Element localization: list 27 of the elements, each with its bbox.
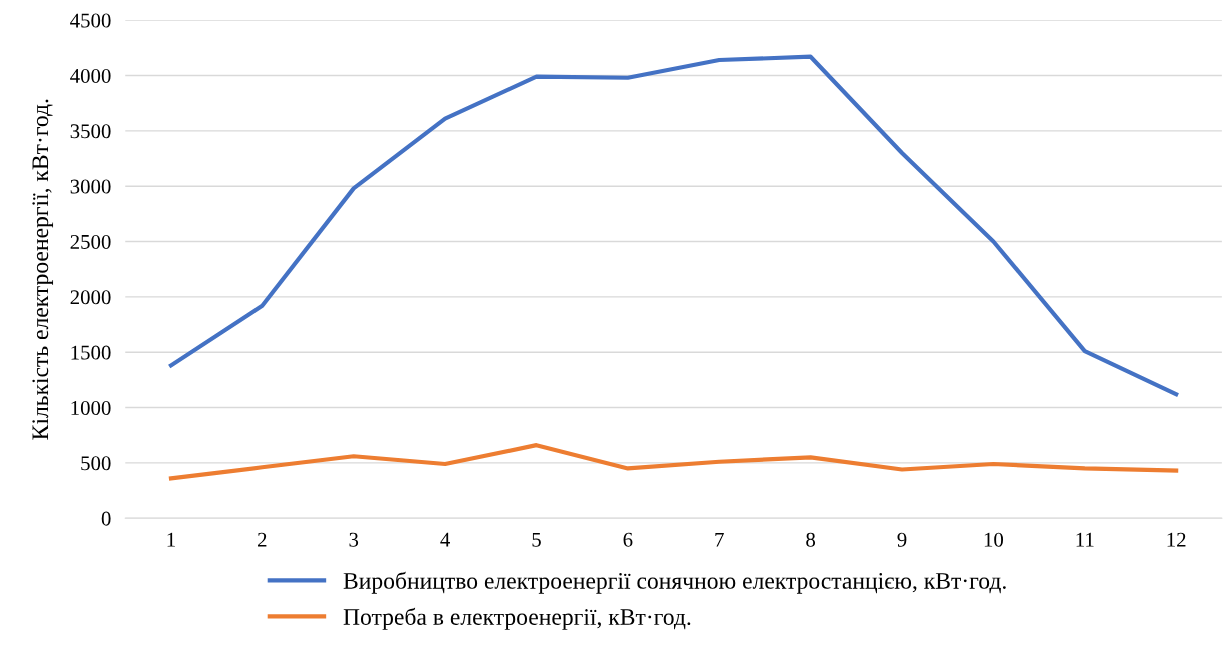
x-tick-label: 1 bbox=[167, 532, 175, 547]
y-tick-label: 4000 bbox=[70, 68, 111, 83]
x-tick-label: 9 bbox=[897, 532, 907, 547]
x-tick-label: 8 bbox=[806, 532, 816, 547]
legend-label: Виробництво електроенергії сонячною електростанцією, кВт·год. bbox=[343, 571, 1006, 594]
y-tick-label: 500 bbox=[81, 456, 111, 471]
y-tick-label: 4500 bbox=[70, 13, 111, 28]
y-axis-title: Кількість електроенергії, кВт·год. bbox=[32, 99, 54, 440]
y-tick-label: 1000 bbox=[71, 400, 111, 415]
x-tick-label: 5 bbox=[532, 532, 541, 547]
x-tick-label: 11 bbox=[1076, 532, 1094, 547]
y-tick-label: 1500 bbox=[71, 345, 111, 360]
y-tick-label: 3000 bbox=[70, 179, 111, 194]
y-tick-label: 2000 bbox=[70, 290, 111, 305]
line-series bbox=[168, 54, 1179, 397]
x-tick-label: 2 bbox=[258, 532, 267, 547]
x-tick-label: 6 bbox=[623, 532, 633, 547]
y-tick-label: 3500 bbox=[70, 124, 111, 139]
legend-label: Потреба в електроенергії, кВт·год. bbox=[343, 607, 691, 630]
x-tick-label: 12 bbox=[1167, 532, 1186, 547]
y-tick-label: 2500 bbox=[70, 234, 111, 249]
x-tick-label: 10 bbox=[984, 532, 1004, 547]
y-tick-label: 0 bbox=[101, 511, 111, 526]
x-tick-label: 3 bbox=[349, 532, 359, 547]
x-tick-label: 4 bbox=[440, 532, 450, 547]
x-tick-label: 7 bbox=[715, 532, 724, 547]
line-series bbox=[168, 443, 1179, 481]
